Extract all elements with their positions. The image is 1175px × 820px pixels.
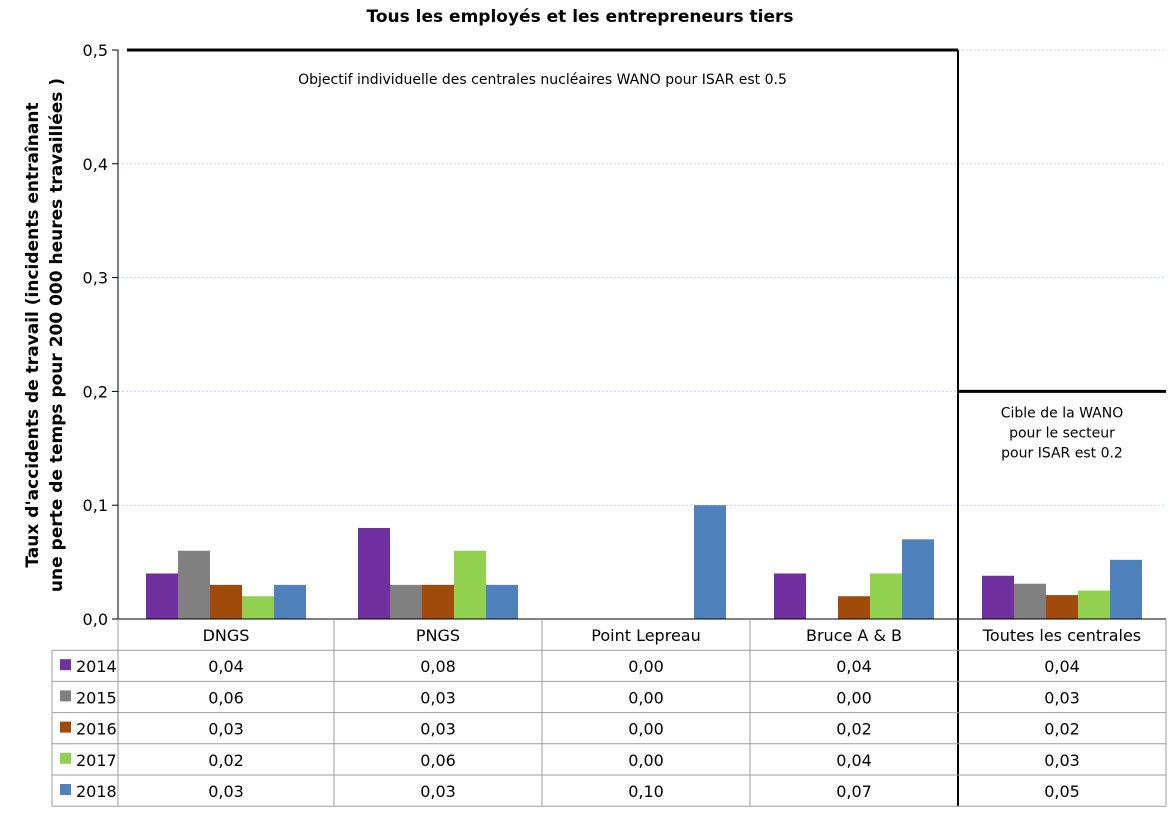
data-label: 0,03 [208, 720, 244, 739]
bar-2017-3 [870, 573, 902, 619]
bar-2014-4 [982, 575, 1014, 619]
chart-title: Tous les employés et les entrepreneurs t… [367, 7, 794, 27]
y-tick-label: 0,2 [83, 382, 108, 401]
bar-2018-3 [902, 539, 934, 619]
legend-label-2016: 2016 [76, 720, 117, 739]
data-label: 0,03 [1044, 751, 1080, 770]
bar-2018-2 [694, 505, 726, 619]
bar-2016-4 [1046, 595, 1078, 619]
data-label: 0,03 [420, 688, 456, 707]
legend-label-2015: 2015 [76, 688, 117, 707]
data-label: 0,03 [208, 782, 244, 801]
y-axis-label-line-1: Taux d'accidents de travail (incidents e… [23, 102, 43, 567]
legend-label-2017: 2017 [76, 751, 117, 770]
data-label: 0,04 [208, 657, 244, 676]
legend-swatch-2015 [60, 690, 71, 702]
data-label: 0,03 [420, 720, 456, 739]
bar-2015-0 [178, 550, 210, 619]
y-tick-label: 0,0 [83, 610, 108, 629]
legend-label-2018: 2018 [76, 782, 117, 801]
data-label: 0,07 [836, 782, 872, 801]
y-axis-label-line-2: une perte de temps pour 200 000 heures t… [47, 78, 67, 592]
bar-2018-1 [486, 584, 518, 619]
target-note-sector: Cible de la WANO [1001, 405, 1124, 421]
category-label: Point Lepreau [591, 626, 700, 645]
data-label: 0,00 [628, 720, 664, 739]
data-label: 0,04 [836, 751, 872, 770]
bar-2017-4 [1078, 590, 1110, 619]
bar-2018-4 [1110, 559, 1142, 619]
bar-2014-1 [358, 527, 390, 619]
target-note-plants: Objectif individuelle des centrales nucl… [298, 72, 787, 88]
data-label: 0,02 [1044, 720, 1080, 739]
bar-2016-1 [422, 584, 454, 619]
target-note-sector: pour le secteur [1009, 425, 1115, 441]
category-label: Bruce A & B [806, 626, 902, 645]
data-label: 0,10 [628, 782, 664, 801]
legend-swatch-2014 [60, 659, 71, 671]
target-note-sector: pour ISAR est 0.2 [1001, 445, 1123, 461]
legend-swatch-2016 [60, 721, 71, 733]
bars [146, 505, 1142, 619]
data-label: 0,06 [420, 751, 456, 770]
category-label: DNGS [203, 626, 250, 645]
data-label: 0,05 [1044, 782, 1080, 801]
target-lines: Objectif individuelle des centrales nucl… [127, 48, 1166, 807]
data-label: 0,08 [420, 657, 456, 676]
bar-2017-0 [242, 596, 274, 619]
y-tick-label: 0,3 [83, 269, 108, 288]
data-label: 0,00 [628, 751, 664, 770]
bar-2014-3 [774, 573, 806, 619]
y-tick-label: 0,1 [83, 496, 108, 515]
bar-2015-1 [390, 584, 422, 619]
data-label: 0,04 [836, 657, 872, 676]
y-axis: 0,0 0,1 0,2 0,3 0,4 0,5 [83, 41, 119, 629]
bar-2016-3 [838, 596, 870, 619]
data-label: 0,03 [420, 782, 456, 801]
data-label: 0,00 [628, 688, 664, 707]
data-label: 0,04 [1044, 657, 1080, 676]
bar-2018-0 [274, 584, 306, 619]
y-tick-label: 0,5 [83, 41, 108, 60]
legend-label-2014: 2014 [76, 657, 117, 676]
category-label: Toutes les centrales [982, 626, 1141, 645]
bar-2016-0 [210, 584, 242, 619]
bar-2014-0 [146, 573, 178, 619]
y-tick-label: 0,4 [83, 155, 108, 174]
data-label: 0,06 [208, 688, 244, 707]
data-label: 0,02 [836, 720, 872, 739]
data-label: 0,00 [836, 688, 872, 707]
data-label: 0,03 [1044, 688, 1080, 707]
data-table: DNGS PNGS Point Lepreau Bruce A & B Toutes l… [51, 618, 1167, 807]
legend-swatch-2017 [60, 752, 71, 764]
category-label: PNGS [416, 626, 460, 645]
legend-swatch-2018 [60, 784, 71, 795]
bar-2015-4 [1014, 583, 1046, 619]
bar-2017-1 [454, 550, 486, 619]
data-label: 0,00 [628, 657, 664, 676]
data-label: 0,02 [208, 751, 244, 770]
